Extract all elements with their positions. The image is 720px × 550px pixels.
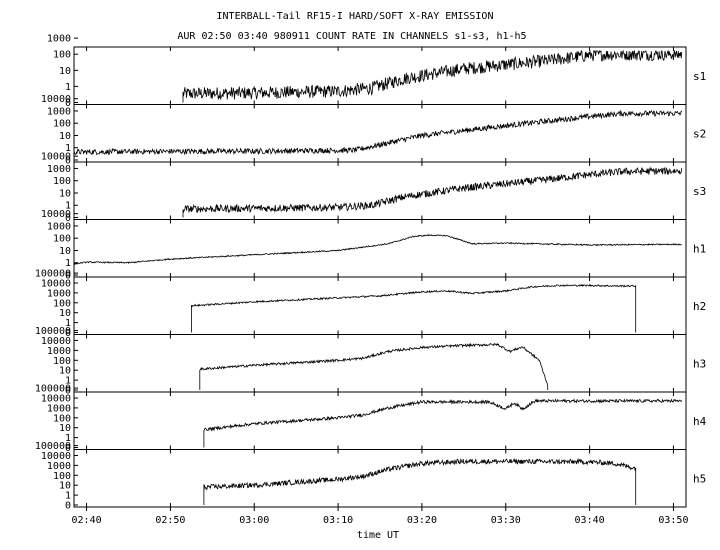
y-tick-label: 10000 bbox=[41, 152, 71, 163]
y-tick-label: 0 bbox=[65, 443, 71, 454]
y-tick-label: 100 bbox=[53, 471, 71, 482]
x-tick-label: 03:00 bbox=[239, 515, 269, 526]
channel-label: h1 bbox=[693, 242, 706, 255]
y-tick-label: 10000 bbox=[41, 451, 71, 462]
y-tick-label: 10000 bbox=[41, 94, 71, 105]
y-tick-label: 1 bbox=[65, 491, 71, 502]
y-tick-label: 10 bbox=[59, 246, 71, 257]
y-tick-label: 1 bbox=[65, 258, 71, 269]
panel-frame bbox=[73, 46, 687, 105]
y-tick-label: 1000 bbox=[47, 221, 71, 232]
y-tick-label: 0 bbox=[65, 156, 71, 167]
trace-h2 bbox=[191, 283, 637, 333]
y-tick-label: 1 bbox=[65, 143, 71, 154]
y-tick-label: 0 bbox=[65, 98, 71, 109]
y-tick-label: 10 bbox=[59, 188, 71, 199]
x-tick-label: 03:30 bbox=[491, 515, 521, 526]
y-tick-label: 1000 bbox=[47, 164, 71, 175]
y-tick-label: 0 bbox=[65, 501, 71, 512]
y-tick-label: 10 bbox=[59, 131, 71, 142]
x-tick-label: 02:40 bbox=[72, 515, 102, 526]
y-tick-label: 10000 bbox=[41, 393, 71, 404]
x-tick-label: 03:10 bbox=[323, 515, 353, 526]
y-tick-label: 100 bbox=[53, 234, 71, 245]
y-tick-label: 100 bbox=[53, 119, 71, 130]
channel-label: h2 bbox=[693, 300, 706, 313]
y-tick-label: 100000 bbox=[35, 384, 71, 395]
y-tick-label: 100000 bbox=[35, 326, 71, 337]
channel-label: h5 bbox=[693, 472, 706, 485]
trace-s3 bbox=[182, 166, 683, 218]
y-tick-label: 100 bbox=[53, 50, 71, 61]
y-tick-label: 100 bbox=[53, 176, 71, 187]
y-tick-label: 0 bbox=[65, 328, 71, 339]
channel-label: h4 bbox=[693, 415, 707, 428]
panel-frame bbox=[73, 104, 687, 163]
y-tick-label: 10 bbox=[59, 308, 71, 319]
y-tick-label: 1 bbox=[65, 318, 71, 329]
panel-frame bbox=[73, 161, 687, 220]
x-tick-label: 03:40 bbox=[575, 515, 605, 526]
trace-s2 bbox=[73, 109, 683, 156]
y-tick-label: 10 bbox=[59, 481, 71, 492]
y-tick-label: 1000 bbox=[47, 34, 71, 45]
x-tick-label: 03:20 bbox=[407, 515, 437, 526]
y-tick-label: 1000 bbox=[47, 461, 71, 472]
panel-frame bbox=[73, 449, 687, 508]
y-tick-label: 100 bbox=[53, 298, 71, 309]
y-tick-label: 0 bbox=[65, 213, 71, 224]
panel-frame bbox=[73, 334, 687, 393]
y-tick-label: 1 bbox=[65, 82, 71, 93]
y-tick-label: 1000 bbox=[47, 106, 71, 117]
time-axis: 02:40 02:50 03:00 03:10 03:20 03:30 03:40 03:50 bbox=[72, 507, 688, 526]
y-tick-label: 100 bbox=[53, 356, 71, 367]
channel-label: h3 bbox=[693, 357, 706, 370]
panel-frame bbox=[73, 276, 687, 335]
x-axis-label: time UT bbox=[357, 530, 399, 541]
y-tick-label: 0 bbox=[65, 386, 71, 397]
trace-s1 bbox=[182, 49, 683, 103]
y-tick-label: 100 bbox=[53, 413, 71, 424]
y-tick-label: 10 bbox=[59, 423, 71, 434]
panel-frame bbox=[73, 219, 687, 278]
y-tick-label: 1 bbox=[65, 376, 71, 387]
trace-h3 bbox=[199, 342, 549, 390]
y-tick-label: 1000 bbox=[47, 346, 71, 357]
chart-title: INTERBALL-Tail RF15-I HARD/SOFT X-RAY EM… bbox=[217, 11, 494, 22]
channel-label: s2 bbox=[693, 127, 706, 140]
y-tick-label: 1 bbox=[65, 433, 71, 444]
y-tick-label: 10000 bbox=[41, 209, 71, 220]
channel-label: s3 bbox=[693, 185, 706, 198]
channel-label: s1 bbox=[693, 70, 706, 83]
y-tick-label: 100000 bbox=[35, 269, 71, 280]
chart-subtitle: AUR 02:50 03:40 980911 COUNT RATE IN CHA… bbox=[177, 31, 526, 42]
y-tick-label: 10000 bbox=[41, 336, 71, 347]
x-tick-label: 03:50 bbox=[658, 515, 688, 526]
trace-h5 bbox=[203, 457, 637, 505]
y-tick-label: 10 bbox=[59, 66, 71, 77]
y-tick-label: 0 bbox=[65, 271, 71, 282]
y-tick-label: 10000 bbox=[41, 278, 71, 289]
trace-h1 bbox=[73, 234, 682, 266]
channel-panels: 10001001010s11000010001001010s2100001000… bbox=[35, 34, 707, 512]
trace-h4 bbox=[203, 398, 683, 448]
y-tick-label: 1000 bbox=[47, 288, 71, 299]
y-tick-label: 1000 bbox=[47, 403, 71, 414]
y-tick-label: 100000 bbox=[35, 441, 71, 452]
x-tick-label: 02:50 bbox=[155, 515, 185, 526]
y-tick-label: 1 bbox=[65, 201, 71, 212]
y-tick-label: 10 bbox=[59, 366, 71, 377]
